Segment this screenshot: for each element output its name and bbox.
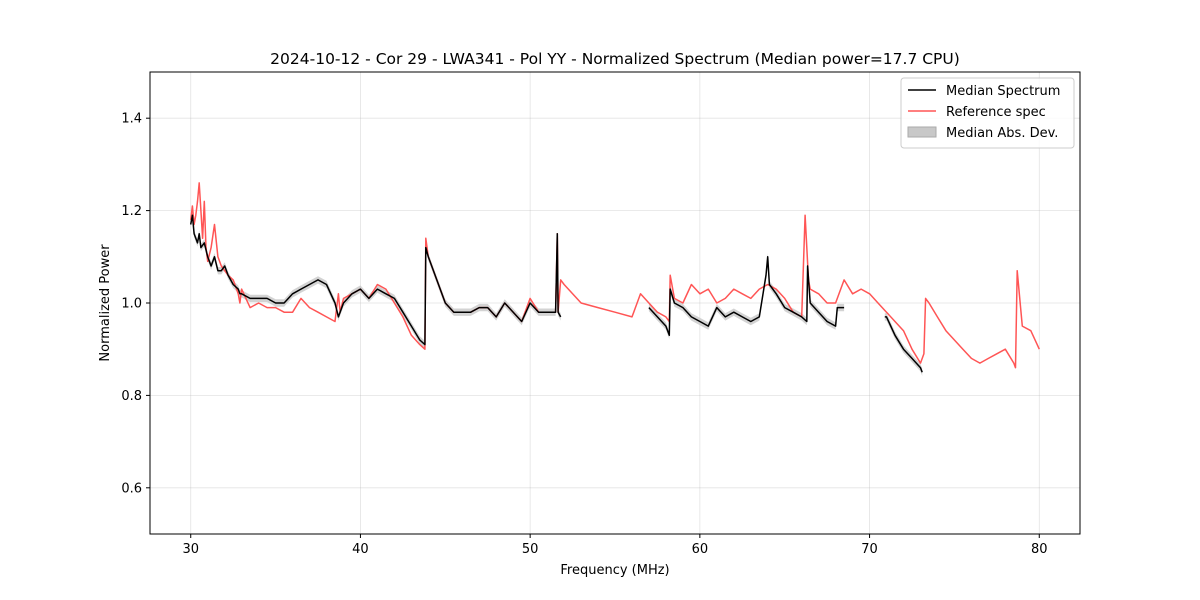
x-axis-label: Frequency (MHz)	[560, 563, 669, 578]
y-tick-label: 1.0	[121, 297, 142, 312]
legend-swatch-median-abs-dev	[907, 126, 937, 138]
y-tick-label: 1.4	[121, 112, 142, 127]
y-tick-label: 0.6	[121, 481, 142, 496]
x-tick-label: 30	[182, 542, 199, 557]
x-axis-ticks: 30 40 50 60 70 80	[182, 534, 1048, 557]
legend-box	[900, 77, 1075, 149]
x-tick-label: 70	[861, 542, 878, 557]
legend-label-median-spectrum: Median Spectrum	[946, 84, 1060, 99]
mad-band-segment	[190, 211, 561, 349]
x-tick-label: 80	[1031, 542, 1048, 557]
y-tick-label: 1.2	[121, 204, 142, 219]
y-axis-ticks: 0.6 0.8 1.0 1.2 1.4	[121, 112, 150, 496]
series-lines	[189, 182, 1040, 373]
y-tick-label: 0.8	[121, 389, 142, 404]
x-tick-label: 50	[522, 542, 539, 557]
median-spectrum-line	[189, 214, 562, 346]
median-spectrum-line	[884, 316, 923, 373]
y-axis-label: Normalized Power	[98, 244, 113, 362]
median-spectrum-line	[648, 256, 845, 337]
x-tick-label: 40	[352, 542, 369, 557]
chart-title: 2024-10-12 - Cor 29 - LWA341 - Pol YY - …	[270, 50, 960, 68]
legend-label-reference-spec: Reference spec	[946, 105, 1046, 120]
x-tick-label: 60	[692, 542, 709, 557]
legend: Median Spectrum Reference spec Median Ab…	[900, 77, 1075, 149]
mad-band-segment	[648, 253, 845, 339]
legend-label-median-abs-dev: Median Abs. Dev.	[946, 126, 1058, 141]
